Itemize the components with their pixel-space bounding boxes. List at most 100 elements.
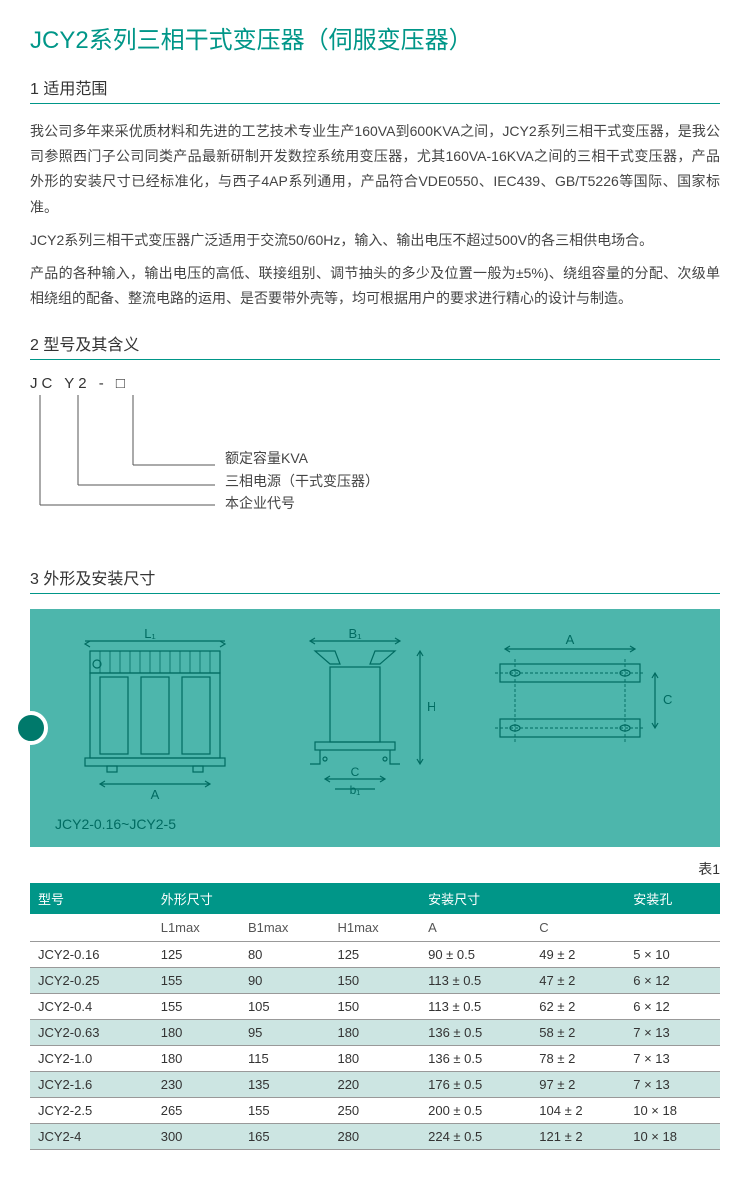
table-cell: 115: [240, 1046, 330, 1072]
table-cell: 90 ± 0.5: [420, 942, 531, 968]
table-cell: 113 ± 0.5: [420, 968, 531, 994]
table-cell: 6 × 12: [625, 968, 720, 994]
table-cell: JCY2-4: [30, 1124, 153, 1150]
table-cell: 224 ± 0.5: [420, 1124, 531, 1150]
table-cell: 78 ± 2: [531, 1046, 625, 1072]
table-cell: 58 ± 2: [531, 1020, 625, 1046]
svg-text:b₁: b₁: [350, 783, 361, 797]
th-l1: L1max: [153, 914, 240, 942]
table-cell: 155: [240, 1098, 330, 1124]
table-cell: JCY2-0.63: [30, 1020, 153, 1046]
table-cell: JCY2-0.25: [30, 968, 153, 994]
paragraph-3: 产品的各种输入，输出电压的高低、联接组别、调节抽头的多少及位置一般为±5%)、绕…: [30, 261, 720, 311]
table-cell: 104 ± 2: [531, 1098, 625, 1124]
section2-header: 2 型号及其含义: [30, 331, 720, 360]
table-cell: 155: [153, 968, 240, 994]
table-label: 表1: [30, 859, 720, 879]
diagram-caption: JCY2-0.16~JCY2-5: [55, 816, 695, 832]
section1-header: 1 适用范围: [30, 75, 720, 104]
table-row: JCY2-1.6230135220176 ± 0.597 ± 27 × 13: [30, 1072, 720, 1098]
table-cell: 150: [329, 968, 420, 994]
table-cell: 136 ± 0.5: [420, 1046, 531, 1072]
table-cell: 180: [153, 1020, 240, 1046]
table-cell: 10 × 18: [625, 1098, 720, 1124]
table-cell: 105: [240, 994, 330, 1020]
table-cell: 280: [329, 1124, 420, 1150]
model-meaning-2: 三相电源（干式变压器）: [225, 470, 379, 492]
table-cell: 265: [153, 1098, 240, 1124]
table-cell: 220: [329, 1072, 420, 1098]
table-cell: 230: [153, 1072, 240, 1098]
mounting-view-svg: A C: [475, 629, 675, 779]
table-cell: 10 × 18: [625, 1124, 720, 1150]
table-cell: 121 ± 2: [531, 1124, 625, 1150]
th-a: A: [420, 914, 531, 942]
table-cell: 6 × 12: [625, 994, 720, 1020]
table-cell: 7 × 13: [625, 1072, 720, 1098]
model-code: JC Y2 - □: [30, 375, 129, 392]
th-hole: 安装孔: [625, 883, 720, 914]
table-row: JCY2-0.161258012590 ± 0.549 ± 25 × 10: [30, 942, 720, 968]
table-cell: 180: [153, 1046, 240, 1072]
table-cell: 113 ± 0.5: [420, 994, 531, 1020]
table-row: JCY2-4300165280224 ± 0.5121 ± 210 × 18: [30, 1124, 720, 1150]
table-cell: JCY2-1.0: [30, 1046, 153, 1072]
th-model: 型号: [30, 883, 153, 914]
table-cell: 125: [153, 942, 240, 968]
svg-text:A: A: [566, 632, 575, 647]
spec-table: 型号 外形尺寸 安装尺寸 安装孔 L1max B1max H1max A C J…: [30, 883, 720, 1150]
table-cell: 180: [329, 1046, 420, 1072]
table-cell: JCY2-1.6: [30, 1072, 153, 1098]
table-cell: 176 ± 0.5: [420, 1072, 531, 1098]
th-h1: H1max: [329, 914, 420, 942]
th-outline: 外形尺寸: [153, 883, 420, 914]
table-cell: 47 ± 2: [531, 968, 625, 994]
table-cell: 165: [240, 1124, 330, 1150]
table-cell: 5 × 10: [625, 942, 720, 968]
table-cell: 62 ± 2: [531, 994, 625, 1020]
dimension-diagram-block: L₁ A: [30, 609, 720, 847]
svg-text:B₁: B₁: [348, 629, 362, 641]
model-code-diagram: JC Y2 - □ 额定容量KVA 三相电源（干式变压器） 本企业代号: [30, 375, 720, 535]
table-row: JCY2-1.0180115180136 ± 0.578 ± 27 × 13: [30, 1046, 720, 1072]
svg-text:A: A: [151, 787, 160, 802]
table-cell: JCY2-2.5: [30, 1098, 153, 1124]
model-meaning-1: 额定容量KVA: [225, 447, 379, 469]
model-meaning-3: 本企业代号: [225, 492, 379, 514]
table-cell: 136 ± 0.5: [420, 1020, 531, 1046]
paragraph-1: 我公司多年来采优质材料和先进的工艺技术专业生产160VA到600KVA之间，JC…: [30, 119, 720, 220]
table-cell: 300: [153, 1124, 240, 1150]
table-cell: JCY2-0.4: [30, 994, 153, 1020]
table-cell: 95: [240, 1020, 330, 1046]
model-bracket-svg: [30, 395, 220, 525]
side-view-svg: B₁ H₁ C b₁: [285, 629, 435, 804]
table-cell: 90: [240, 968, 330, 994]
th-c: C: [531, 914, 625, 942]
table-cell: 135: [240, 1072, 330, 1098]
table-cell: 125: [329, 942, 420, 968]
section3-header: 3 外形及安装尺寸: [30, 565, 720, 594]
paragraph-2: JCY2系列三相干式变压器广泛适用于交流50/60Hz，输入、输出电压不超过50…: [30, 228, 720, 253]
table-row: JCY2-0.6318095180136 ± 0.558 ± 27 × 13: [30, 1020, 720, 1046]
table-cell: 97 ± 2: [531, 1072, 625, 1098]
table-cell: 80: [240, 942, 330, 968]
table-cell: 155: [153, 994, 240, 1020]
page-marker-icon: [14, 711, 48, 745]
page-title: JCY2系列三相干式变压器（伺服变压器）: [30, 20, 720, 55]
table-row: JCY2-0.4155105150113 ± 0.562 ± 26 × 12: [30, 994, 720, 1020]
table-row: JCY2-0.2515590150113 ± 0.547 ± 26 × 12: [30, 968, 720, 994]
table-row: JCY2-2.5265155250200 ± 0.5104 ± 210 × 18: [30, 1098, 720, 1124]
table-cell: 7 × 13: [625, 1046, 720, 1072]
table-cell: 180: [329, 1020, 420, 1046]
table-cell: JCY2-0.16: [30, 942, 153, 968]
table-cell: 49 ± 2: [531, 942, 625, 968]
front-view-svg: L₁ A: [55, 629, 245, 804]
table-cell: 150: [329, 994, 420, 1020]
table-cell: 200 ± 0.5: [420, 1098, 531, 1124]
svg-text:H₁: H₁: [427, 699, 435, 714]
svg-text:C: C: [351, 765, 360, 779]
svg-text:C: C: [663, 692, 672, 707]
table-cell: 250: [329, 1098, 420, 1124]
table-cell: 7 × 13: [625, 1020, 720, 1046]
th-b1: B1max: [240, 914, 330, 942]
